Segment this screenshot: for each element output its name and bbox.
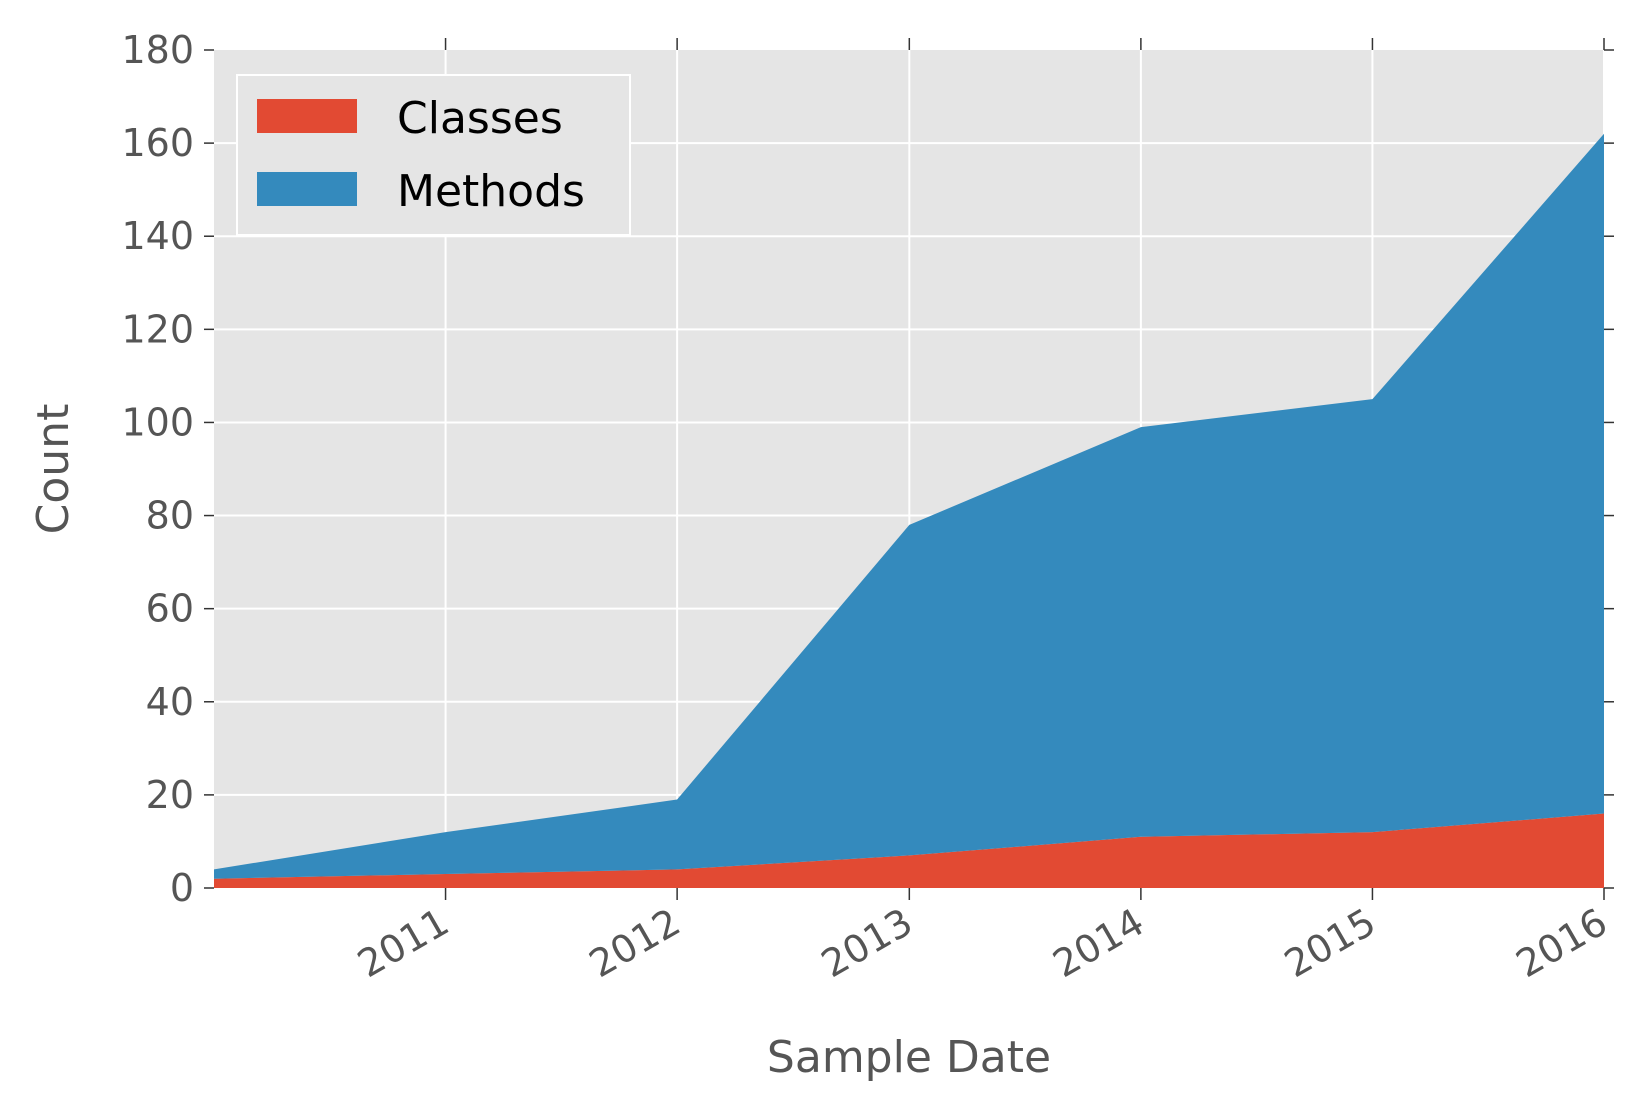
x-tick-label: 2011 [350,900,456,986]
axis-ticks [204,38,1614,900]
y-tick-label: 180 [121,28,194,72]
x-tick-label: 2013 [814,900,920,986]
y-tick-label: 40 [146,680,194,724]
x-tick-label: 2016 [1509,900,1615,986]
y-tick-label: 140 [121,214,194,258]
legend: Classes Methods [236,74,631,236]
y-tick-label: 0 [170,866,194,910]
area-classes [214,813,1604,888]
y-tick-label: 100 [121,400,194,444]
legend-label-methods: Methods [397,166,585,217]
y-tick-label: 20 [146,773,194,817]
legend-swatch-methods [257,172,357,206]
y-axis-title: Count [28,404,79,535]
x-tick-label: 2014 [1046,900,1152,986]
area-methods [214,133,1604,879]
x-tick-label: 2015 [1277,900,1383,986]
y-tick-labels: 0 20 40 60 80 100 120 140 160 180 [121,28,194,910]
y-tick-label: 120 [121,307,194,351]
legend-label-classes: Classes [397,93,563,144]
area-series [214,133,1604,888]
y-tick-label: 60 [146,587,194,631]
y-tick-label: 80 [146,494,194,538]
y-tick-label: 160 [121,121,194,165]
legend-swatch-classes [257,99,357,133]
x-tick-label: 2012 [582,900,688,986]
x-axis-title: Sample Date [767,1032,1051,1083]
x-tick-labels: 2011 2012 2013 2014 2015 2016 [350,900,1614,986]
